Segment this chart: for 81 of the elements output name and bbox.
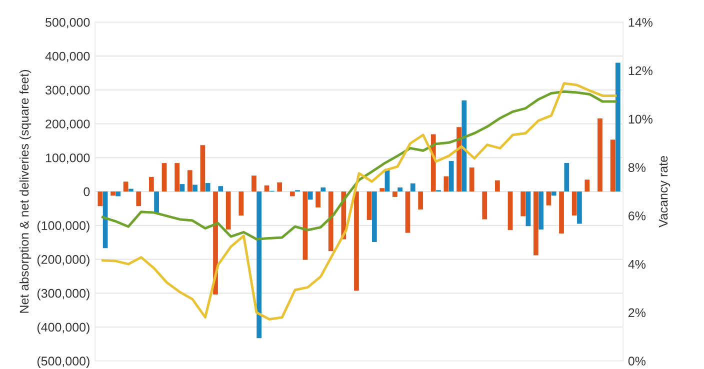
bar [277,182,282,192]
bar [205,183,210,192]
bar [462,100,467,192]
bar [615,62,620,192]
bar [526,192,531,226]
bar [564,163,570,192]
bar [380,188,385,192]
y-tick-label: 200,000 [46,120,90,130]
bar [116,192,121,196]
bar [598,118,602,192]
bar [238,192,244,216]
y-tick-label: 0 [84,187,90,196]
bar [366,192,372,220]
y-tick-label: (100,000) [37,220,90,232]
y2-tick-label: 6% [628,212,646,220]
bar [520,192,526,216]
bar [192,184,198,192]
bar [392,192,398,197]
bar [226,192,231,230]
bar [187,170,192,192]
bar [354,192,359,291]
bar [444,176,449,192]
bar [174,163,180,192]
bar [98,192,103,206]
bar [110,192,116,196]
bar [320,187,326,192]
bar [551,192,556,196]
y-tick-label: (300,000) [37,288,90,300]
bar [328,192,334,252]
line-series [101,82,617,321]
bar [456,127,462,192]
bar [577,192,582,224]
y-tick-label: 100,000 [46,153,90,164]
bar [136,192,142,206]
bar [290,192,295,196]
bar [410,183,416,192]
bar [252,176,256,192]
bar [162,163,167,192]
y-tick-label: 300,000 [45,86,90,96]
y-tick-label: 400,000 [45,52,90,62]
y-tick-label: (200,000) [37,254,90,266]
bar [418,192,423,210]
bar [154,192,159,213]
bar [123,182,128,192]
y-axis-title: Net absorption & net deliveries (square feet) [19,70,32,313]
y2-axis-title: Vacancy rate [658,156,670,228]
bar [482,192,488,220]
y2-tick-label: 0% [628,356,646,366]
bar [180,184,185,192]
y2-tick-label: 8% [628,163,646,172]
bar [256,192,262,338]
bar [546,192,552,206]
bar [572,192,577,216]
bar [200,145,206,192]
bar [559,192,564,234]
bar [264,185,270,192]
y2-tick-label: 2% [628,308,646,318]
y-tick-label: (500,000) [37,356,90,368]
y-tick-label: 500,000 [46,18,90,28]
y-tick-label: (400,000) [37,322,90,334]
bar [148,176,154,192]
bar [316,192,320,208]
bar [469,167,474,192]
bar [372,192,377,242]
bar [508,192,513,230]
bar [218,186,224,192]
bar [405,192,410,233]
y2-tick-label: 10% [628,114,652,124]
y2-tick-label: 14% [628,18,652,27]
bar [308,192,313,200]
bar [538,192,544,230]
line-series [101,90,617,240]
bar [448,161,454,192]
y2-tick-label: 4% [628,260,646,269]
bar [495,180,500,192]
bar [533,192,538,256]
bar [584,180,590,192]
bar [128,188,134,192]
y2-tick-label: 12% [628,66,652,76]
bar [610,140,616,192]
bar [398,187,402,192]
